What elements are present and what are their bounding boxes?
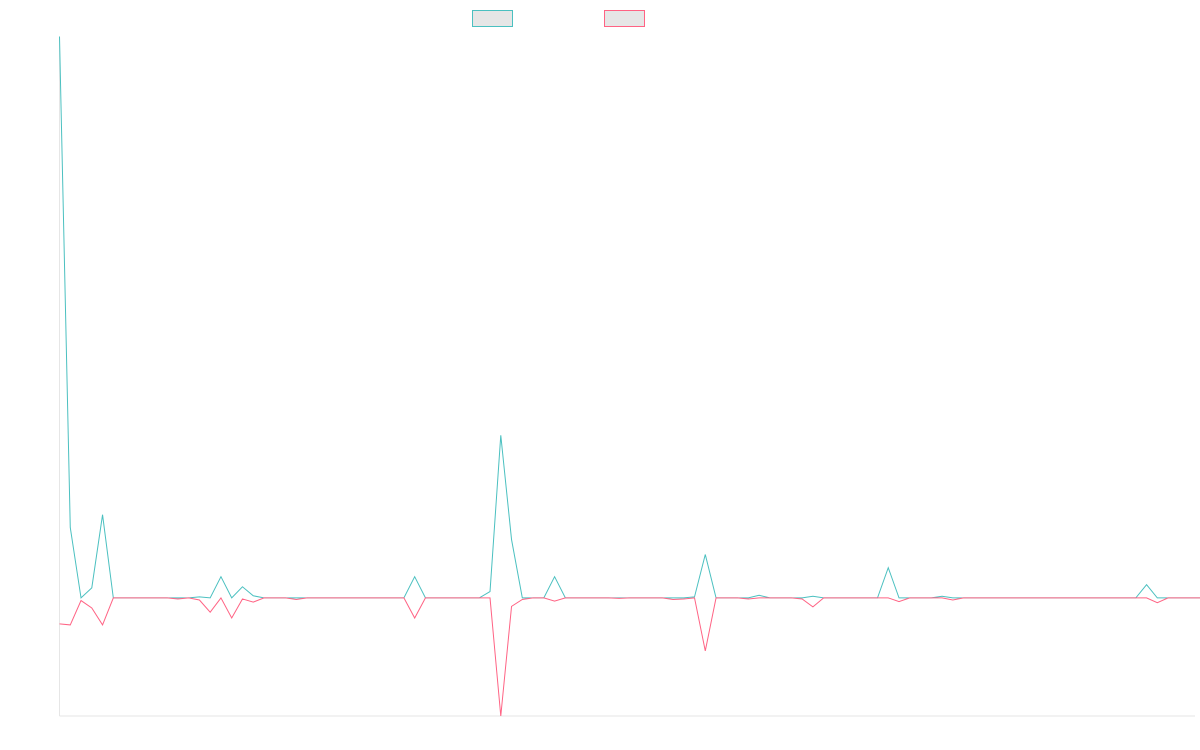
series-line-2 — [59, 596, 1200, 717]
axes — [59, 36, 1195, 717]
legend-item-1[interactable] — [472, 10, 513, 27]
legend-swatch-1 — [472, 10, 513, 27]
legend-item-2[interactable] — [604, 10, 645, 27]
series-layer — [59, 36, 1200, 717]
legend-swatch-2 — [604, 10, 645, 27]
series-line-1 — [59, 36, 1200, 599]
legend[interactable] — [472, 10, 645, 27]
